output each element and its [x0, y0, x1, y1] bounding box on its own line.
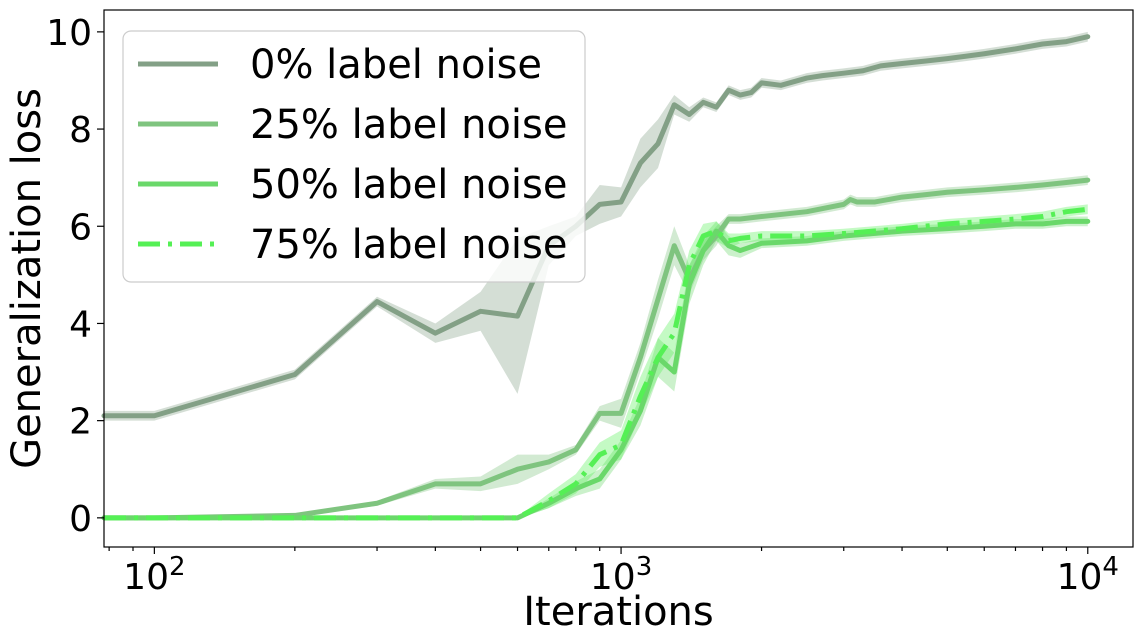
- series-line-2: [101, 218, 1091, 521]
- legend-label-3: 75% label noise: [250, 222, 567, 268]
- y-axis-title: Generalization loss: [4, 88, 50, 469]
- x-tick-label: 104: [1057, 552, 1119, 598]
- series-line-1: [101, 177, 1091, 521]
- x-tick-label: 102: [123, 552, 185, 598]
- x-axis: 102 103 104: [108, 547, 1119, 598]
- legend-label-2: 50% label noise: [250, 162, 567, 208]
- legend: 0% label noise 25% label noise 50% label n…: [122, 30, 586, 283]
- series-lines: [101, 34, 1091, 521]
- y-tick-label: 0: [69, 499, 92, 540]
- series-line-3: [104, 206, 1089, 521]
- x-tick-label: 103: [590, 552, 652, 598]
- y-axis: 0 2 4 6 8 10: [46, 13, 104, 540]
- y-tick-label: 4: [69, 304, 92, 345]
- x-axis-title: Iterations: [523, 589, 714, 635]
- legend-label-1: 25% label noise: [250, 102, 567, 148]
- y-tick-label: 10: [46, 13, 92, 54]
- y-tick-label: 8: [69, 110, 92, 151]
- legend-box: [122, 30, 586, 283]
- y-tick-label: 2: [69, 402, 92, 443]
- plot-frame: [103, 9, 1134, 548]
- y-tick-label: 6: [69, 207, 92, 248]
- series-line-0: [101, 34, 1091, 419]
- legend-label-0: 0% label noise: [250, 42, 542, 88]
